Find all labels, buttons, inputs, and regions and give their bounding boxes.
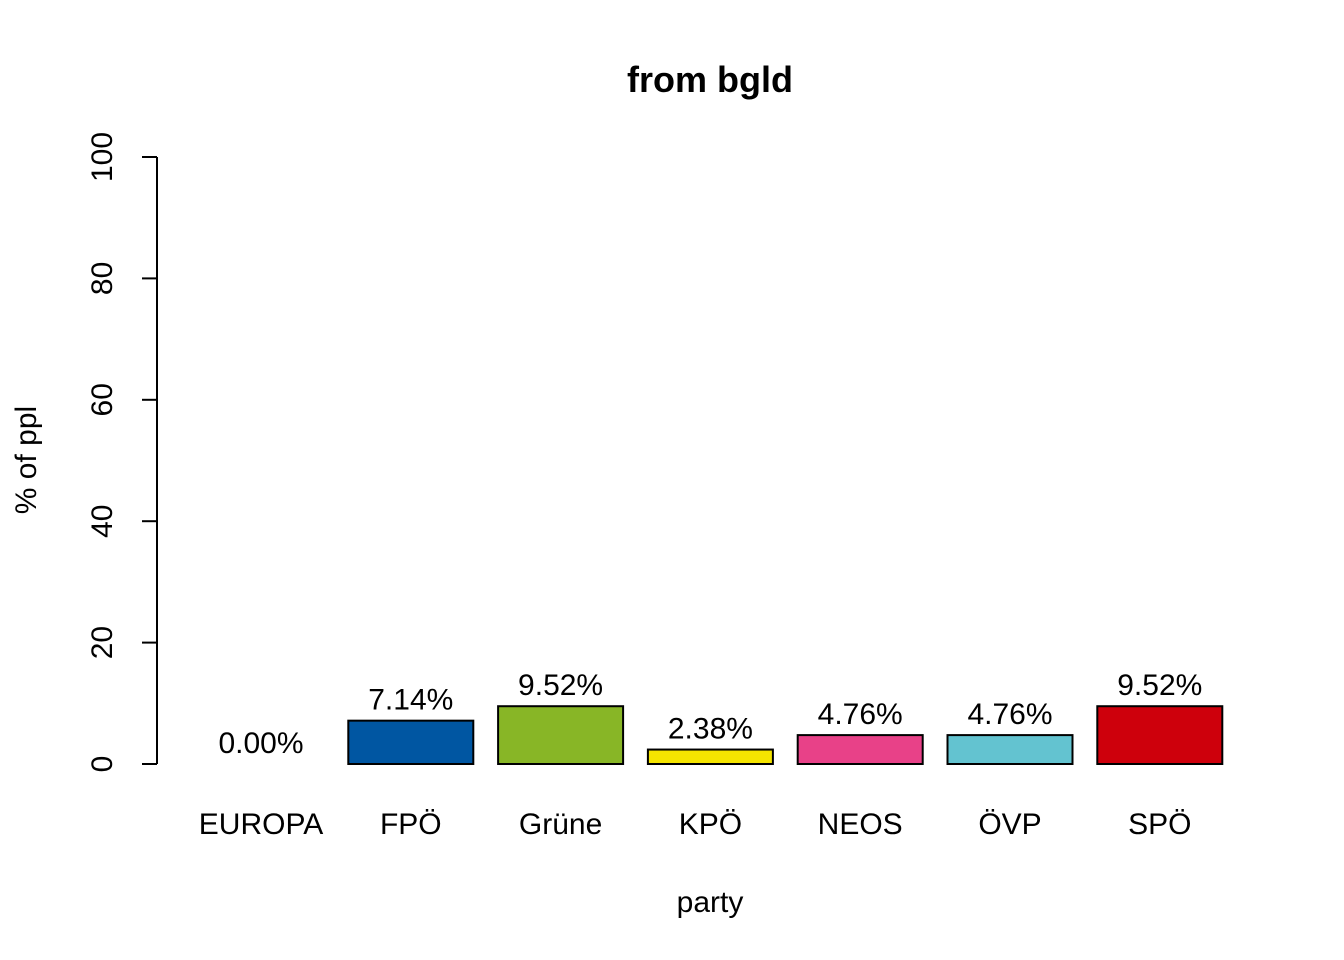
data-label-1: 7.14% — [368, 684, 453, 717]
data-label-4: 4.76% — [818, 698, 903, 731]
y-axis: 0 20 40 60 80 100 — [86, 132, 158, 773]
category-label-5: ÖVP — [978, 808, 1041, 841]
category-label-6: SPÖ — [1128, 808, 1191, 841]
y-tick-label: 20 — [86, 626, 119, 659]
y-tick-label: 60 — [86, 383, 119, 416]
category-label-4: NEOS — [818, 808, 903, 841]
category-label-2: Grüne — [519, 808, 602, 841]
y-axis-label: % of ppl — [10, 406, 43, 514]
bar-5 — [946, 734, 1074, 766]
data-label-0: 0.00% — [218, 727, 303, 760]
bar-1 — [347, 719, 475, 766]
bar-6 — [1096, 705, 1224, 766]
data-label-2: 9.52% — [518, 669, 603, 702]
category-label-3: KPÖ — [679, 808, 742, 841]
y-tick-label: 40 — [86, 505, 119, 538]
data-label-3: 2.38% — [668, 713, 753, 746]
y-tick-label: 100 — [86, 132, 119, 182]
y-tick-label: 80 — [86, 262, 119, 295]
category-label-1: FPÖ — [380, 808, 442, 841]
bar-4 — [796, 734, 924, 766]
data-label-5: 4.76% — [967, 698, 1052, 731]
category-labels: EUROPA FPÖ Grüne KPÖ NEOS ÖVP SPÖ — [199, 808, 1192, 841]
bar-3 — [646, 748, 774, 766]
bar-2 — [497, 705, 625, 766]
data-labels: 0.00% 7.14% 9.52% 2.38% 4.76% 4.76% 9.52% — [218, 669, 1202, 760]
bars — [347, 705, 1224, 766]
data-label-6: 9.52% — [1117, 669, 1202, 702]
y-tick-label: 0 — [86, 756, 119, 773]
chart-title: from bgld — [627, 59, 793, 100]
category-label-0: EUROPA — [199, 808, 323, 841]
x-axis-label: party — [677, 886, 744, 919]
